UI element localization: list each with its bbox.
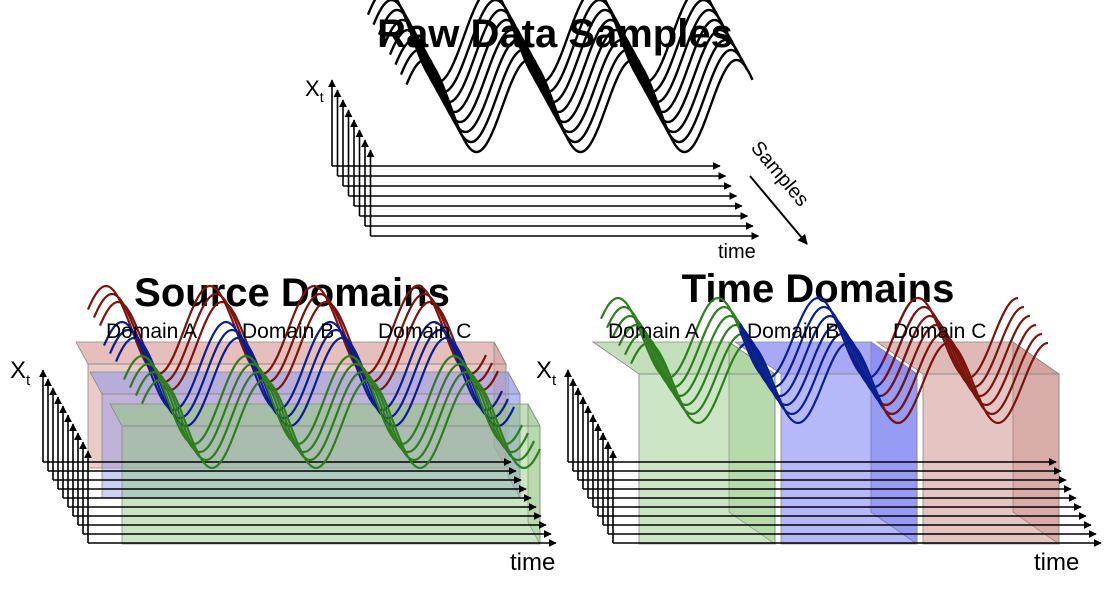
source-y-axis-label: Xt [10,357,31,389]
raw-wave [405,58,754,154]
source-sample-axes [39,369,557,547]
time-domain-c-wave [881,341,1049,425]
source-panel-title: Source Domains [134,271,450,315]
source-domain-a-box-front-face [121,425,541,545]
raw-sample-axes [328,79,760,240]
raw-y-axis-label: Xt [305,76,324,105]
source-sample-waves [86,284,541,470]
time-domain-b-box-front-face [780,373,918,545]
source-domain-a-wave [140,378,541,470]
time-sample-axes [564,369,1102,547]
time-sample-waves [600,296,1049,425]
source-domain-a-label: Domain A [106,320,197,343]
time-domain-c-wave [881,296,1019,380]
source-domains-panel: Source Domains Domain A Domain B Domain … [10,271,557,576]
raw-sample-waves [366,0,754,154]
time-domains-panel: Time Domains Domain A Domain B Domain C … [536,267,1102,576]
time-domain-c-label: Domain C [893,320,986,343]
raw-data-panel: Raw Data Samples Xt time Samples [305,0,813,263]
time-domain-a-label: Domain A [608,320,699,343]
time-domain-c-wave [881,314,1031,398]
samples-depth-arrow [749,175,808,245]
time-domain-c-wave [881,305,1025,389]
samples-depth-label: Samples [746,137,813,211]
time-domain-c-wave [881,323,1037,407]
source-domain-c-label: Domain C [378,320,471,343]
time-domain-b-label: Domain B [747,320,839,343]
time-y-axis-label: Xt [536,357,557,389]
time-panel-title: Time Domains [682,267,955,311]
time-domain-c-wave [881,332,1043,416]
time-x-axis-label: time [1034,549,1079,576]
source-domain-b-label: Domain B [242,320,334,343]
time-domain-c-box-front-face [922,373,1060,545]
source-x-axis-label: time [510,549,555,576]
raw-x-axis-label: time [718,241,756,263]
